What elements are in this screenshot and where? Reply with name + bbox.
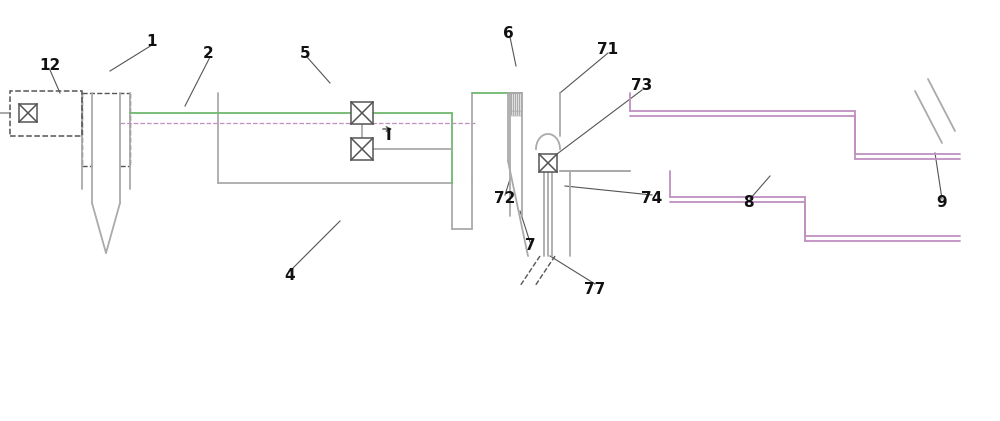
Text: 4: 4	[285, 269, 295, 283]
Bar	[539, 154, 557, 172]
Text: I: I	[385, 128, 391, 144]
Text: 7: 7	[525, 239, 535, 253]
Text: 9: 9	[937, 195, 947, 210]
Bar	[19, 104, 37, 122]
Text: 6: 6	[503, 26, 513, 40]
Text: 5: 5	[300, 45, 310, 61]
Text: 8: 8	[743, 195, 753, 210]
Text: 77: 77	[584, 282, 606, 296]
Text: 73: 73	[631, 78, 653, 93]
Text: 74: 74	[641, 192, 663, 206]
Text: 71: 71	[597, 42, 619, 56]
Text: 1: 1	[147, 34, 157, 48]
Bar	[351, 138, 373, 160]
Text: 2: 2	[203, 45, 213, 61]
Text: 72: 72	[494, 192, 516, 206]
Bar	[351, 102, 373, 124]
Bar	[10, 91, 82, 136]
Text: 12: 12	[39, 59, 61, 74]
